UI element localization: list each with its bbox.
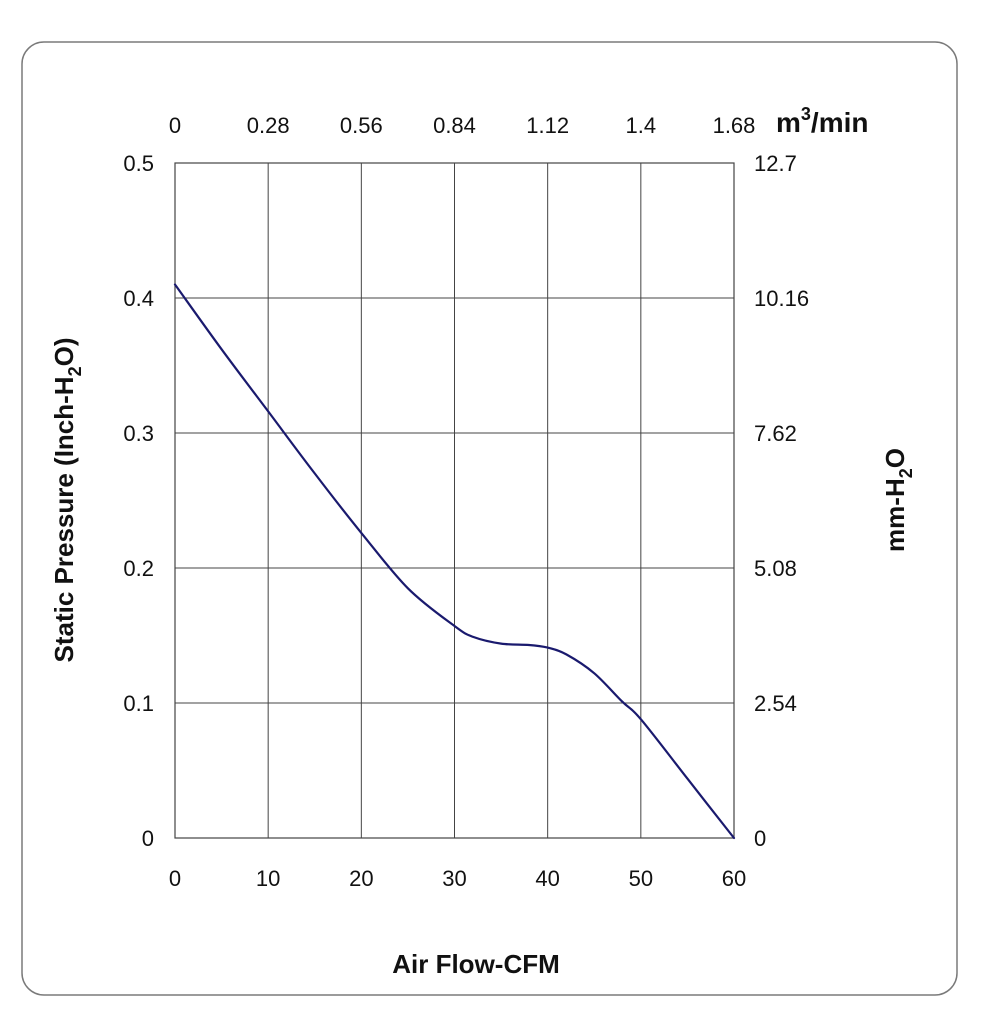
x-tick-label: 30: [442, 866, 466, 891]
x2-tick-label: 0.56: [340, 113, 383, 138]
y2-tick-label: 12.7: [754, 151, 797, 176]
y-tick-label: 0.2: [123, 556, 154, 581]
x2-tick-label: 1.68: [713, 113, 756, 138]
x2-axis-title: m3/min: [776, 104, 868, 138]
y2-tick-label: 5.08: [754, 556, 797, 581]
y2-tick-label: 2.54: [754, 691, 797, 716]
y-title-subscript: 2: [65, 366, 85, 376]
y2-title-subscript: 2: [896, 468, 916, 478]
x2-tick-label: 0.84: [433, 113, 476, 138]
x-tick-label: 0: [169, 866, 181, 891]
x-tick-label: 60: [722, 866, 746, 891]
x-tick-label: 20: [349, 866, 373, 891]
y-tick-label: 0.5: [123, 151, 154, 176]
y-title-main: Static Pressure (Inch-H: [49, 376, 79, 662]
y-tick-label: 0.1: [123, 691, 154, 716]
x2-unit-superscript: 3: [801, 104, 811, 124]
y2-tick-label: 10.16: [754, 286, 809, 311]
x2-tick-label: 1.4: [626, 113, 657, 138]
y-tick-label: 0: [142, 826, 154, 851]
x2-tick-label: 0: [169, 113, 181, 138]
x2-unit-base: m: [776, 107, 801, 138]
y2-title-main: mm-H: [880, 478, 910, 552]
plot-border: [174, 162, 735, 839]
y-tick-label: 0.4: [123, 286, 154, 311]
y2-axis-title: mm-H2O: [880, 448, 916, 552]
x2-tick-label: 0.28: [247, 113, 290, 138]
y-axis-title: Static Pressure (Inch-H2O): [49, 338, 85, 663]
y-title-end: O): [49, 338, 79, 367]
y2-title-end: O: [880, 448, 910, 468]
x-axis-title: Air Flow-CFM: [392, 949, 560, 979]
y-tick-label: 0.3: [123, 421, 154, 446]
y2-tick-label: 7.62: [754, 421, 797, 446]
x-tick-label: 50: [629, 866, 653, 891]
pressure-curve: [173, 283, 736, 840]
x2-unit-rest: /min: [811, 107, 869, 138]
x2-tick-label: 1.12: [526, 113, 569, 138]
y2-tick-label: 0: [754, 826, 766, 851]
x-tick-label: 10: [256, 866, 280, 891]
tick-labels: 0 10 20 30 40 50 60 0 0.28 0.56 0.84 1.12 1.4 1.68 0 0.…: [123, 113, 809, 891]
x-tick-label: 40: [535, 866, 559, 891]
